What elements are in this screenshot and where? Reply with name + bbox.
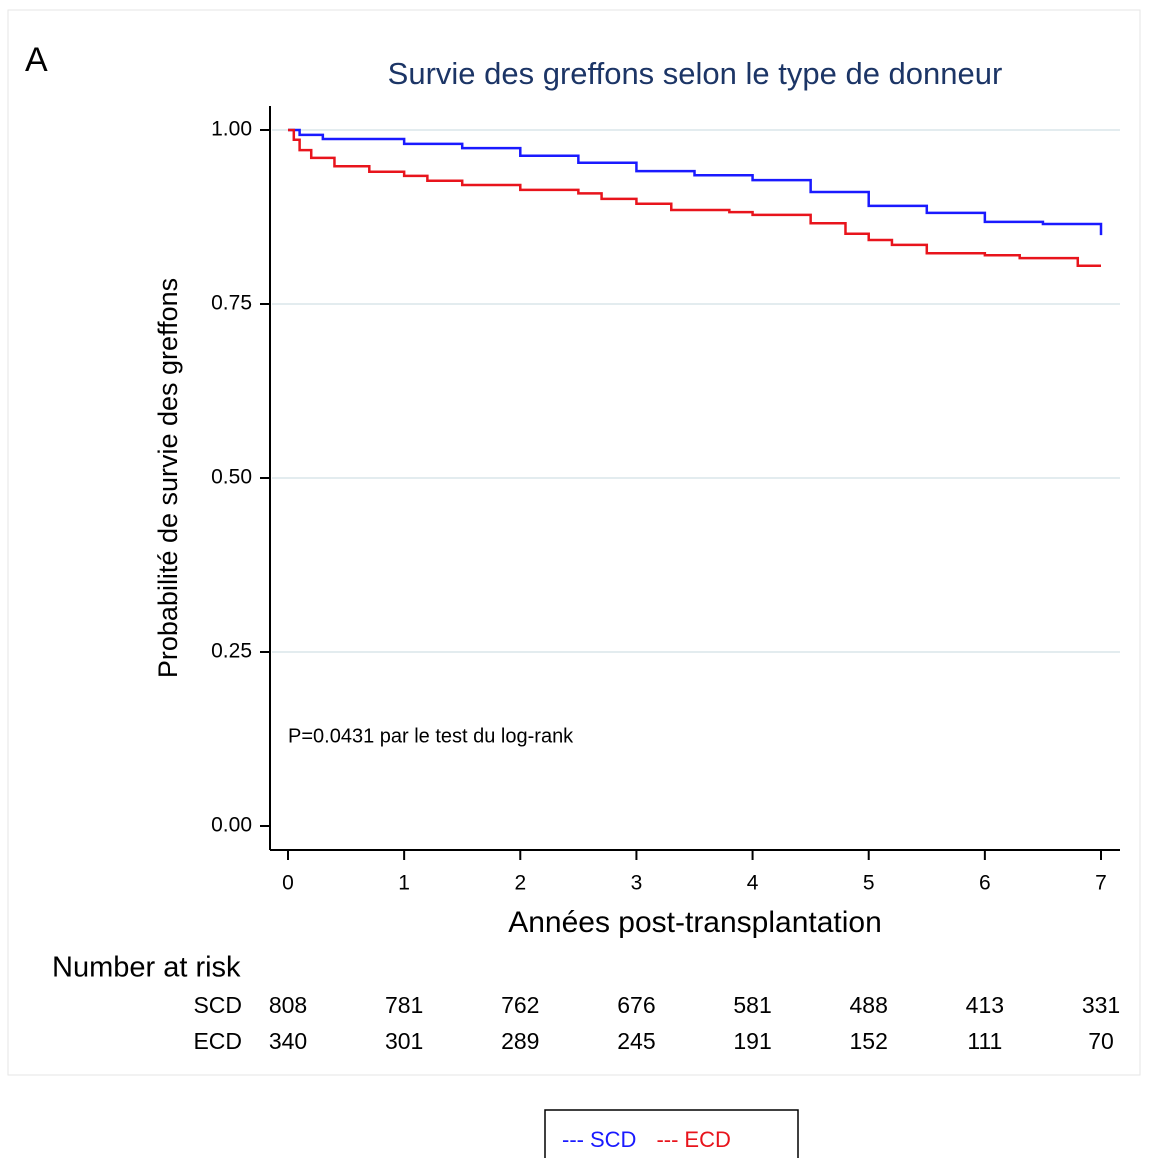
y-tick-label: 0.25	[211, 640, 252, 663]
x-tick-label: 4	[747, 872, 759, 895]
risk-value: 781	[385, 992, 423, 1018]
risk-value: 581	[733, 992, 771, 1018]
risk-value: 70	[1088, 1028, 1114, 1054]
panel-label: A	[25, 41, 48, 79]
risk-title: Number at risk	[52, 952, 241, 984]
y-tick-label: 1.00	[211, 118, 252, 141]
y-tick-label: 0.00	[211, 814, 252, 837]
legend-box	[544, 1109, 799, 1163]
y-tick-label: 0.50	[211, 466, 252, 489]
risk-value: 289	[501, 1028, 539, 1054]
y-tick-label: 0.75	[211, 292, 252, 315]
legend-marker: ---	[656, 1127, 678, 1152]
x-tick-label: 7	[1095, 872, 1107, 895]
risk-row-name: ECD	[193, 1028, 242, 1054]
x-tick-label: 2	[514, 872, 526, 895]
chart-title: Survie des greffons selon le type de don…	[388, 56, 1003, 91]
annotation: P=0.0431 par le test du log-rank	[288, 725, 574, 747]
frame	[7, 9, 1141, 1076]
x-axis-label: Années post-transplantation	[508, 906, 882, 939]
risk-row-name: SCD	[193, 992, 242, 1018]
survival-curve	[288, 128, 1103, 236]
risk-value: 808	[269, 992, 307, 1018]
risk-value: 111	[967, 1028, 1002, 1054]
legend-label: ECD	[684, 1127, 730, 1152]
risk-value: 152	[850, 1028, 888, 1054]
risk-value: 413	[966, 992, 1004, 1018]
x-tick-label: 0	[282, 872, 294, 895]
x-tick-label: 3	[631, 872, 643, 895]
risk-value: 762	[501, 992, 539, 1018]
y-axis-label: Probabilité de survie des greffons	[153, 278, 183, 678]
legend-label: SCD	[590, 1127, 636, 1152]
x-tick-label: 1	[398, 872, 410, 895]
survival-curve	[288, 128, 1101, 267]
risk-value: 331	[1082, 992, 1120, 1018]
legend-marker: ---	[562, 1127, 584, 1152]
risk-value: 191	[733, 1028, 771, 1054]
risk-value: 301	[385, 1028, 423, 1054]
risk-value: 488	[850, 992, 888, 1018]
risk-value: 676	[617, 992, 655, 1018]
x-tick-label: 6	[979, 872, 991, 895]
x-tick-label: 5	[863, 872, 875, 895]
risk-value: 245	[617, 1028, 655, 1054]
risk-value: 340	[269, 1028, 307, 1054]
